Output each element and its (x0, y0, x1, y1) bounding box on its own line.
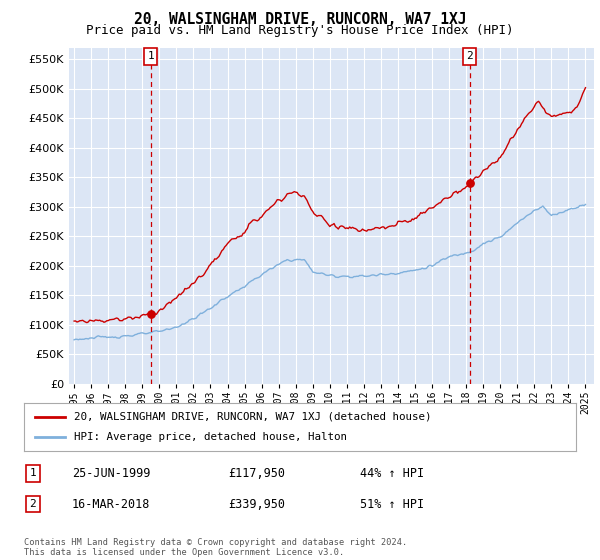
Text: 2: 2 (466, 52, 473, 62)
Text: 25-JUN-1999: 25-JUN-1999 (72, 466, 151, 480)
Text: 44% ↑ HPI: 44% ↑ HPI (360, 466, 424, 480)
Text: £117,950: £117,950 (228, 466, 285, 480)
Text: 16-MAR-2018: 16-MAR-2018 (72, 497, 151, 511)
Text: 1: 1 (147, 52, 154, 62)
Text: Price paid vs. HM Land Registry's House Price Index (HPI): Price paid vs. HM Land Registry's House … (86, 24, 514, 37)
Text: HPI: Average price, detached house, Halton: HPI: Average price, detached house, Halt… (74, 432, 347, 442)
Text: 20, WALSINGHAM DRIVE, RUNCORN, WA7 1XJ: 20, WALSINGHAM DRIVE, RUNCORN, WA7 1XJ (134, 12, 466, 27)
Text: £339,950: £339,950 (228, 497, 285, 511)
Text: 51% ↑ HPI: 51% ↑ HPI (360, 497, 424, 511)
Text: 1: 1 (29, 468, 37, 478)
Text: 2: 2 (29, 499, 37, 509)
Point (465, 179, 475, 188)
Point (146, 310, 155, 319)
Text: 20, WALSINGHAM DRIVE, RUNCORN, WA7 1XJ (detached house): 20, WALSINGHAM DRIVE, RUNCORN, WA7 1XJ (… (74, 412, 431, 422)
Text: Contains HM Land Registry data © Crown copyright and database right 2024.
This d: Contains HM Land Registry data © Crown c… (24, 538, 407, 557)
